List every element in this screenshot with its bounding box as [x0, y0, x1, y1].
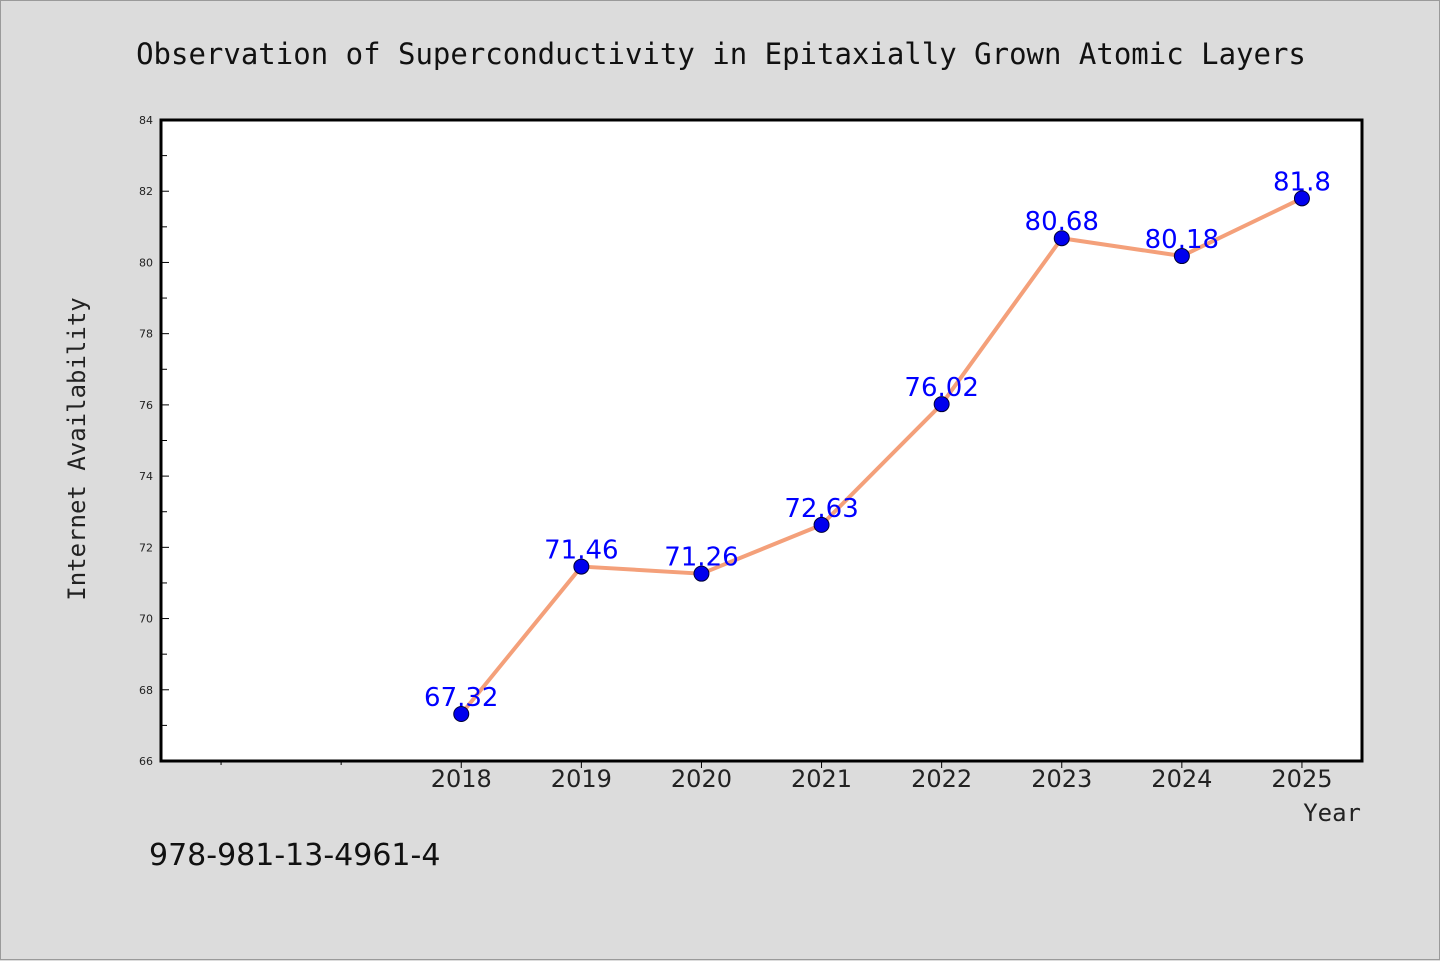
data-point	[933, 396, 950, 413]
data-label: 72.63	[784, 494, 858, 524]
plot-area	[161, 120, 1362, 761]
series-markers	[453, 190, 1310, 722]
x-tick-label: 2023	[1031, 765, 1092, 793]
x-tick-label: 2019	[551, 765, 612, 793]
series-line	[459, 196, 1303, 716]
y-tick-label: 78	[139, 328, 153, 341]
data-point	[1293, 190, 1310, 207]
y-axis: 66 68 70 72 74 76 78 80 82 84	[139, 114, 169, 768]
data-label: 71.46	[544, 536, 618, 566]
y-tick-label: 82	[139, 185, 153, 198]
chart-title: Observation of Superconductivity in Epit…	[136, 37, 1306, 71]
y-tick-label: 74	[139, 470, 153, 483]
x-tick-label: 2022	[911, 765, 972, 793]
data-label: 80.18	[1145, 225, 1219, 255]
data-labels: 67.32 71.46 71.26 72.63 76.02 80.68 80.18 81.8	[424, 167, 1331, 713]
plot-frame	[159, 118, 1364, 763]
x-tick-label: 2018	[431, 765, 492, 793]
data-point	[453, 705, 470, 722]
data-point	[1173, 248, 1190, 265]
data-label: 76.02	[904, 373, 978, 403]
y-tick-label: 72	[139, 541, 153, 554]
data-point	[1053, 230, 1070, 247]
x-axis-title: Year	[1303, 799, 1361, 827]
data-point	[693, 565, 710, 582]
x-tick-label: 2025	[1271, 765, 1332, 793]
y-tick-label: 66	[139, 755, 153, 768]
data-point	[573, 558, 590, 575]
y-tick-label: 76	[139, 399, 153, 412]
data-label: 80.68	[1025, 207, 1099, 237]
y-tick-label: 84	[139, 114, 153, 127]
data-label: 81.8	[1273, 167, 1331, 197]
data-label: 71.26	[664, 543, 738, 573]
x-tick-label: 2020	[671, 765, 732, 793]
footnote-isbn: 978-981-13-4961-4	[149, 838, 440, 873]
y-axis-title: Internet Availability	[63, 297, 91, 600]
data-label: 67.32	[424, 683, 498, 713]
x-tick-label: 2024	[1151, 765, 1212, 793]
y-tick-label: 80	[139, 256, 153, 269]
data-point	[813, 516, 830, 533]
x-tick-label: 2021	[791, 765, 852, 793]
y-tick-label: 70	[139, 613, 153, 626]
y-tick-label: 68	[139, 684, 153, 697]
x-axis: 2018 2019 2020 2021 2022 2023 2024 2025	[220, 761, 1332, 793]
